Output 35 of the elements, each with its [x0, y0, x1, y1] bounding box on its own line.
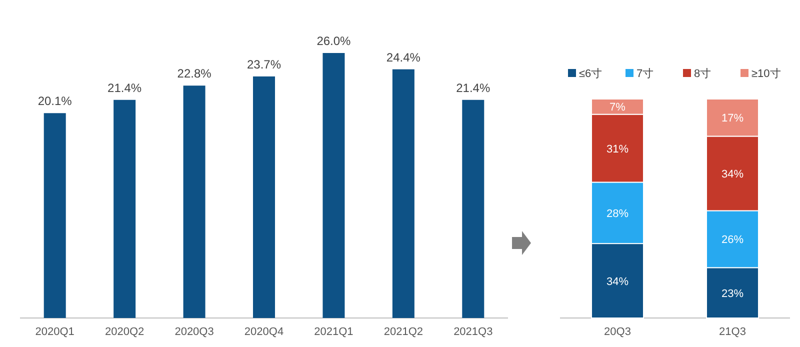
data-label: 7%: [610, 102, 626, 114]
bar: [114, 100, 136, 318]
legend-label: 8寸: [694, 67, 712, 80]
bar: [183, 86, 206, 318]
data-label: 22.8%: [177, 66, 212, 81]
data-label: 28%: [606, 208, 629, 220]
x-tick-label: 2020Q4: [244, 326, 284, 338]
x-tick-label: 2021Q2: [384, 326, 424, 338]
bar: [392, 69, 414, 318]
data-label: 21.4%: [456, 80, 490, 95]
x-tick-label: 2021Q3: [454, 326, 493, 338]
data-label: 26.0%: [316, 34, 352, 48]
x-tick-label: 2020Q2: [104, 326, 144, 338]
x-tick-label: 21Q3: [719, 326, 746, 338]
bar: [322, 53, 345, 318]
data-label: 17%: [721, 112, 744, 125]
data-label: 34%: [606, 276, 629, 288]
data-label: 34%: [721, 168, 744, 180]
bar: [44, 113, 66, 318]
bar: [253, 76, 275, 318]
data-label: 24.4%: [386, 50, 421, 64]
legend-label: ≥10寸: [752, 67, 781, 80]
bar: [462, 100, 484, 318]
data-label: 23.7%: [246, 57, 282, 72]
x-tick-label: 2021Q1: [314, 326, 354, 338]
x-tick-label: 2020Q1: [35, 326, 74, 338]
data-label: 26%: [721, 234, 744, 246]
legend-label: 7寸: [636, 67, 654, 80]
x-tick-label: 2020Q3: [174, 326, 214, 338]
legend-label: ≤6寸: [579, 67, 602, 80]
data-label: 23%: [721, 288, 744, 300]
data-label: 20.1%: [38, 94, 72, 108]
x-tick-label: 20Q3: [604, 326, 631, 338]
data-label: 31%: [606, 143, 629, 156]
data-label: 21.4%: [108, 80, 142, 95]
